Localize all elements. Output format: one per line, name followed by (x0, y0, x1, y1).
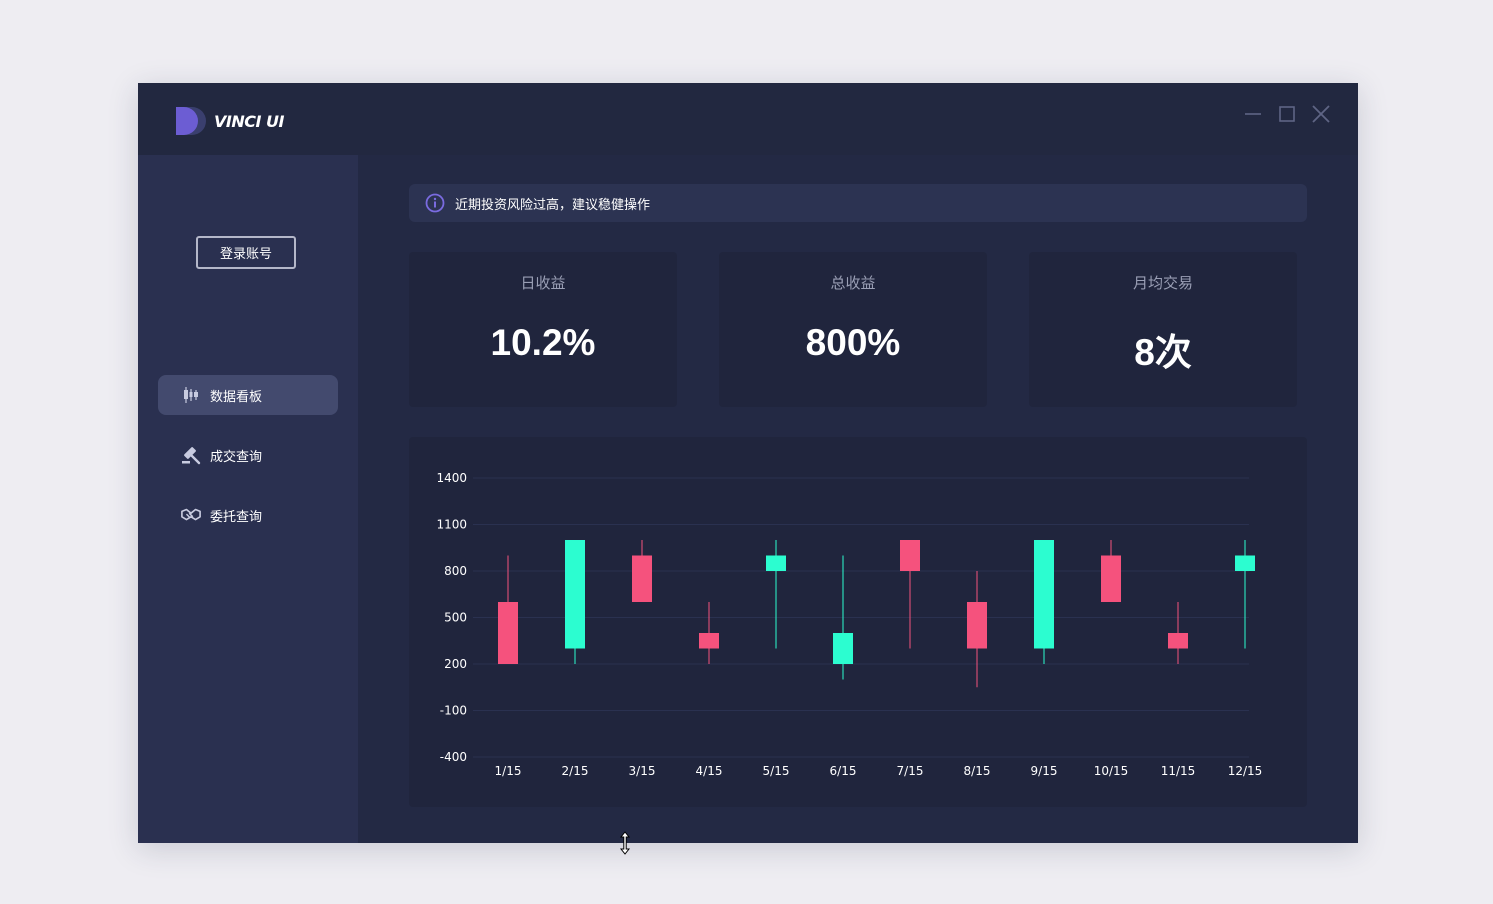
y-tick-label: 1100 (436, 518, 467, 532)
sidebar-item-label: 数据看板 (210, 389, 263, 405)
candle-body (1235, 555, 1255, 571)
candle-body (967, 602, 987, 649)
minimize-button[interactable] (1238, 103, 1268, 125)
candle-body (900, 540, 920, 571)
alert-text: 近期投资风险过高，建议稳健操作 (455, 197, 651, 213)
window-controls (1234, 103, 1336, 125)
minimize-icon (1245, 113, 1261, 115)
stat-value: 800% (805, 322, 901, 363)
stat-card-total-return: 总收益 800% (719, 252, 987, 407)
y-tick-label: 500 (444, 611, 467, 625)
x-tick-label: 6/15 (830, 764, 857, 778)
sidebar-item-label: 委托查询 (210, 509, 263, 525)
candlestick-chart-card: 1400 1100 800 500 200 -100 -400 1/15 2/15 3/15 4/1… (409, 437, 1307, 807)
x-tick-label: 1/15 (495, 764, 522, 778)
gavel-icon (181, 445, 201, 465)
candle-body (699, 633, 719, 649)
x-tick-label: 10/15 (1094, 764, 1129, 778)
x-tick-label: 11/15 (1161, 764, 1196, 778)
app-logo: VINCI UI (176, 107, 284, 135)
candlestick-chart: 1400 1100 800 500 200 -100 -400 1/15 2/15 3/15 4/1… (436, 471, 1263, 778)
close-button[interactable] (1306, 103, 1336, 125)
y-tick-label: 1400 (436, 471, 467, 485)
maximize-button[interactable] (1272, 103, 1302, 125)
resize-cursor-icon (619, 831, 631, 855)
stat-value: 8次 (1134, 332, 1192, 373)
x-tick-label: 9/15 (1031, 764, 1058, 778)
y-tick-label: -400 (440, 750, 467, 764)
x-tick-label: 8/15 (964, 764, 991, 778)
candlestick-icon (181, 385, 201, 405)
candle-body (1168, 633, 1188, 649)
candle-body (1101, 555, 1121, 602)
sidebar-item-dashboard[interactable]: 数据看板 (158, 375, 338, 415)
app-title: VINCI UI (214, 111, 284, 131)
sidebar-item-label: 成交查询 (210, 449, 263, 465)
risk-alert: 近期投资风险过高，建议稳健操作 (409, 184, 1307, 222)
maximize-icon (1279, 106, 1295, 122)
candle-body (766, 555, 786, 571)
title-bar: VINCI UI (138, 83, 1358, 155)
candle-body (1034, 540, 1054, 649)
x-tick-label: 12/15 (1228, 764, 1263, 778)
candle-body (833, 633, 853, 664)
stat-value: 10.2% (490, 322, 596, 363)
x-tick-label: 7/15 (897, 764, 924, 778)
x-tick-label: 5/15 (763, 764, 790, 778)
info-icon (425, 193, 445, 213)
stat-label: 月均交易 (1132, 274, 1193, 292)
stat-card-monthly-trades: 月均交易 8次 (1029, 252, 1297, 407)
candle-body (565, 540, 585, 649)
sidebar-item-orders[interactable]: 委托查询 (158, 495, 338, 535)
sidebar-item-trades[interactable]: 成交查询 (158, 435, 338, 475)
x-tick-label: 4/15 (696, 764, 723, 778)
logo-icon (176, 107, 206, 135)
candle-body (632, 555, 652, 602)
login-button[interactable]: 登录账号 (196, 236, 296, 269)
y-tick-label: 200 (444, 657, 467, 671)
y-tick-label: 800 (444, 564, 467, 578)
stat-card-daily-return: 日收益 10.2% (409, 252, 677, 407)
x-tick-label: 3/15 (629, 764, 656, 778)
y-tick-label: -100 (440, 704, 467, 718)
stat-label: 总收益 (830, 274, 876, 292)
sidebar: 登录账号 数据看板 (138, 155, 358, 843)
close-icon (1312, 105, 1330, 123)
app-window: VINCI UI 登录账号 (138, 83, 1358, 843)
candle-body (498, 602, 518, 664)
x-tick-label: 2/15 (562, 764, 589, 778)
stat-label: 日收益 (520, 274, 566, 292)
handshake-icon (181, 505, 201, 525)
